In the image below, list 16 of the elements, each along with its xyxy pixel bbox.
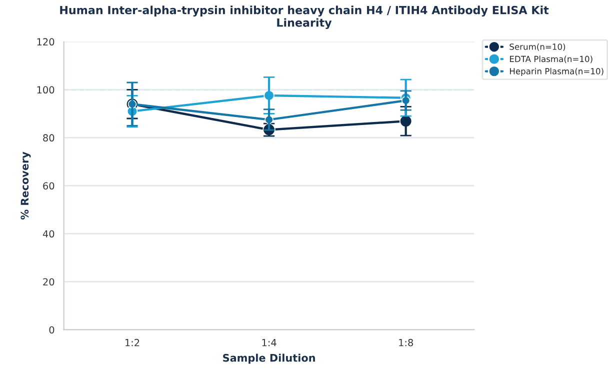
y-tick-label: 40 <box>42 230 54 238</box>
y-tick-label: 0 <box>49 326 54 334</box>
x-axis-title: Sample Dilution <box>223 354 315 364</box>
y-tick-label: 120 <box>37 38 54 46</box>
legend-label: Heparin Plasma(n=10) <box>510 68 604 76</box>
y-tick-label: 60 <box>43 182 54 190</box>
x-tick-label: 1:2 <box>125 338 140 346</box>
x-tick-label: 1:8 <box>399 338 413 346</box>
legend-label: EDTA Plasma(n=10) <box>510 56 592 64</box>
y-tick-label: 100 <box>37 86 54 94</box>
y-tick-label: 20 <box>43 278 54 286</box>
y-tick-label: 80 <box>43 134 54 142</box>
legend-label: Serum(n=10) <box>510 43 566 51</box>
y-axis-title: % Recovery <box>20 152 31 220</box>
x-tick-label: 1:4 <box>262 339 276 346</box>
chart-title: Human Inter-alpha-trypsin inhibitor heavy chain H4 / ITIH4 Antibody ELISA Kit Linearity <box>60 6 549 30</box>
